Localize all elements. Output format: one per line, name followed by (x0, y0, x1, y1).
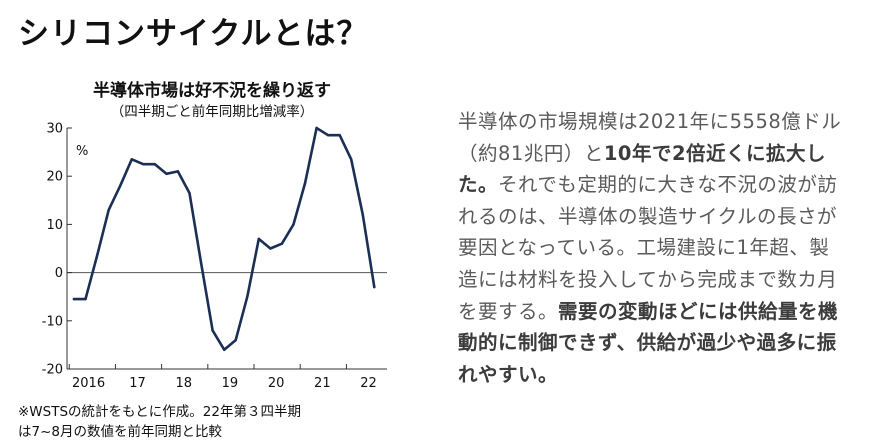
x-tick-label: 20 (268, 376, 285, 391)
data-point (199, 261, 203, 265)
body-text-2: それでも定期的に大きな不況の波が訪れるのは、半導体の製造サイクルの長さが要因とな… (458, 173, 838, 323)
y-tick-label: 10 (46, 218, 63, 233)
footnote: ※WSTSの統計をもとに作成。22年第３四半期 は7~8月の数値を前年同期と比較 (18, 402, 301, 442)
x-tick-label: 21 (314, 376, 331, 391)
data-point (84, 297, 87, 301)
x-tick-label: 19 (222, 376, 239, 391)
body-paragraph: 半導体の市場規模は2021年に5558億ドル（約81兆円）と10年で2倍近くに拡… (458, 106, 842, 390)
chart-subtitle: （四半期ごと前年同期比増減率） (111, 103, 314, 120)
data-point (95, 254, 99, 257)
footnote-line-2: は7~8月の数値を前年同期と比較 (18, 424, 222, 440)
data-point (153, 162, 157, 166)
data-point (72, 297, 76, 301)
data-point (257, 237, 260, 241)
data-point (188, 191, 191, 195)
footnote-line-1: ※WSTSの統計をもとに作成。22年第３四半期 (18, 404, 301, 420)
data-point (326, 134, 330, 137)
page-title: シリコンサイクルとは？ (18, 16, 369, 52)
data-point (234, 338, 237, 342)
body-emphasis-1: 10年で2倍近くに拡大した。 (458, 141, 827, 197)
data-point (373, 285, 376, 289)
data-point (292, 223, 295, 226)
y-tick-label: 20 (46, 170, 63, 185)
series-line (72, 126, 376, 352)
data-point (280, 242, 284, 245)
data-point (246, 295, 249, 298)
data-point (338, 134, 341, 137)
data-point (142, 162, 145, 166)
y-tick-label: -20 (42, 363, 63, 378)
data-point (303, 182, 307, 185)
data-point (350, 158, 353, 161)
data-point (211, 329, 214, 332)
y-tick-label: -10 (42, 314, 63, 329)
x-tick-label: 22 (360, 376, 377, 391)
body-text-1: 半導体の市場規模は2021年に5558億ドル（約81兆円）と (458, 110, 842, 165)
x-tick-label: 18 (175, 376, 192, 391)
data-point (222, 348, 226, 351)
data-point (176, 170, 180, 173)
body-emphasis-2: 需要の変動ほどには供給量を機動的に制御できず、供給が過少や過多に振れやすい。 (458, 299, 839, 386)
y-unit-label: % (76, 144, 88, 159)
data-point (119, 184, 122, 188)
y-tick-label: 30 (46, 122, 63, 137)
data-point (315, 126, 318, 130)
y-tick-label: 0 (55, 266, 63, 281)
data-point (130, 158, 133, 161)
x-tick-label: 17 (129, 376, 146, 391)
data-point (361, 213, 364, 216)
data-point (269, 247, 272, 250)
chart-title: 半導体市場は好不況を繰り返す (93, 80, 331, 101)
x-tick-label: 2016 (72, 376, 105, 391)
data-point (107, 208, 110, 212)
data-point (165, 172, 168, 175)
